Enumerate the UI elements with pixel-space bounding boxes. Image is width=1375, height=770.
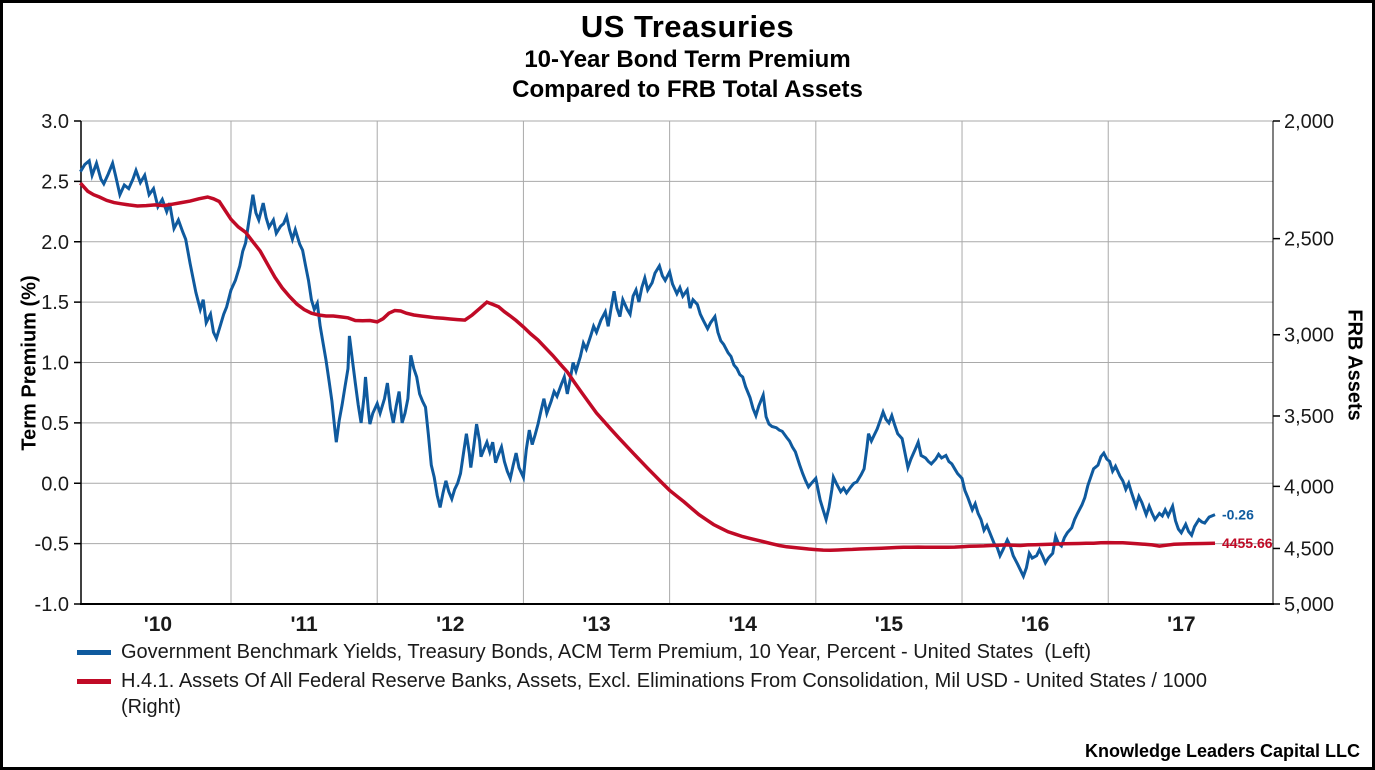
left-axis-tick-label: 3.0	[41, 111, 69, 133]
x-axis-tick-label: '13	[582, 613, 610, 636]
right-axis-tick-label: 2,000	[1284, 111, 1334, 133]
left-axis-tick-label: 2.0	[41, 232, 69, 254]
right-axis-tick-label: 3,500	[1284, 406, 1334, 428]
left-axis-tick-label: 1.0	[41, 353, 69, 375]
x-axis-tick-label: '15	[875, 613, 904, 636]
frb-assets-line	[79, 181, 1216, 553]
subtitle-line1: 10-Year Bond Term Premium	[524, 46, 851, 73]
left-axis-tick-label: 0.0	[41, 473, 69, 495]
left-axis-title: Term Premium (%)	[18, 275, 41, 451]
left-axis-tick-label: -1.0	[35, 594, 69, 616]
term-premium-end-value: -0.26	[1222, 507, 1254, 523]
x-axis-tick-label: '10	[144, 613, 172, 636]
x-axis-tick-label: '17	[1167, 613, 1195, 636]
plot-area: 3.0 2.5 2.0 1.5 1.0 0.5 0.0 -0.5 -1.0 2,000 2,500 3…	[35, 111, 1335, 636]
left-axis-tick-label: -0.5	[35, 534, 69, 556]
right-axis-tick-label: 4,500	[1284, 538, 1334, 560]
legend-label: Government Benchmark Yields, Treasury Bo…	[121, 641, 1092, 663]
right-axis-tick-label: 4,000	[1284, 476, 1334, 498]
legend-entry-frb-assets: H.4.1. Assets Of All Federal Reserve Ban…	[77, 668, 1307, 720]
x-axis-tick-label: '14	[729, 613, 758, 636]
x-axis-tick-label: '16	[1021, 613, 1049, 636]
footer-branding: Knowledge Leaders Capital LLC	[1084, 741, 1360, 761]
legend-label: H.4.1. Assets Of All Federal Reserve Ban…	[121, 670, 1219, 718]
page-title: US Treasuries	[580, 9, 795, 44]
right-axis-tick-label: 5,000	[1284, 594, 1334, 616]
left-axis-tick-label: 2.5	[41, 171, 69, 193]
legend: Government Benchmark Yields, Treasury Bo…	[77, 639, 1307, 723]
right-axis-tick-label: 3,000	[1284, 325, 1334, 347]
frb-assets-end-value: 4455.66	[1222, 535, 1273, 551]
x-axis-tick-label: '12	[436, 613, 464, 636]
term-premium-line	[79, 158, 1216, 581]
x-axis-tick-label: '11	[291, 613, 319, 636]
subtitle-line2: Compared to FRB Total Assets	[512, 76, 863, 103]
title-block: US Treasuries 10-Year Bond Term Premium …	[3, 9, 1372, 105]
left-axis-tick-label: 0.5	[41, 413, 69, 435]
left-axis-tick-label: 1.5	[41, 292, 69, 314]
line-swatch-blue-icon	[77, 650, 111, 655]
line-swatch-red-icon	[77, 679, 111, 684]
right-axis-title: FRB Assets	[1343, 309, 1366, 421]
right-axis-tick-label: 2,500	[1284, 229, 1334, 251]
legend-entry-term-premium: Government Benchmark Yields, Treasury Bo…	[77, 639, 1307, 665]
